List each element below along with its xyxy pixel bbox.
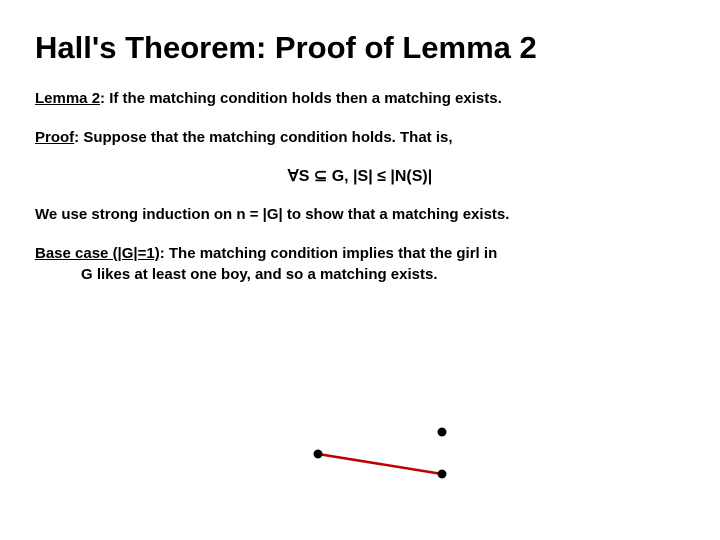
- diagram-node: [438, 470, 447, 479]
- slide-title: Hall's Theorem: Proof of Lemma 2: [35, 30, 685, 66]
- basecase-text-lead: : The matching condition implies that th…: [160, 245, 498, 262]
- lemma-label: Lemma 2: [35, 90, 100, 107]
- proof-opening: Proof: Suppose that the matching conditi…: [35, 127, 685, 148]
- basecase-text-rest: G likes at least one boy, and so a match…: [35, 264, 685, 285]
- diagram-node: [438, 428, 447, 437]
- proof-text: : Suppose that the matching condition ho…: [74, 129, 452, 146]
- basecase-label: Base case (|G|=1): [35, 245, 160, 262]
- induction-statement: We use strong induction on n = |G| to sh…: [35, 204, 685, 225]
- diagram-edge: [318, 454, 442, 474]
- basecase-statement: Base case (|G|=1): The matching conditio…: [35, 243, 685, 285]
- lemma-text: : If the matching condition holds then a…: [100, 90, 502, 107]
- matching-diagram: [260, 420, 480, 500]
- lemma-statement: Lemma 2: If the matching condition holds…: [35, 88, 685, 109]
- diagram-node: [314, 450, 323, 459]
- formula-display: ∀S ⊆ G, |S| ≤ |N(S)|: [35, 166, 685, 186]
- proof-label: Proof: [35, 129, 74, 146]
